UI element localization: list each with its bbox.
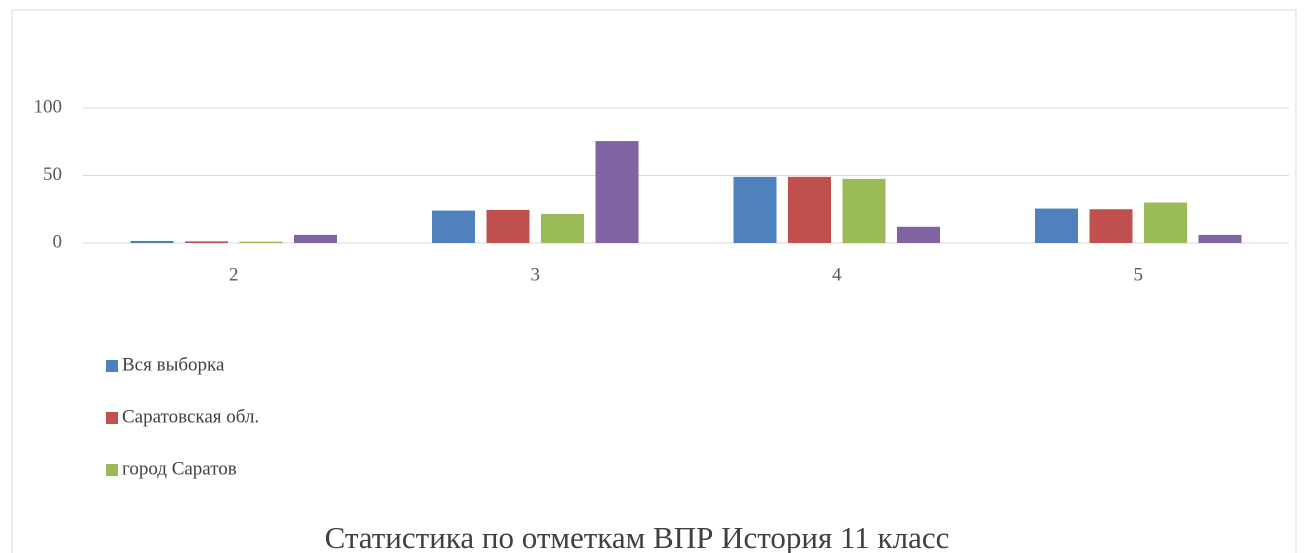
bar [486, 209, 530, 243]
bar [595, 141, 639, 243]
bar [185, 241, 228, 243]
bar [842, 178, 886, 243]
legend-swatch [106, 360, 118, 372]
bar [897, 226, 940, 243]
bar [294, 234, 337, 243]
bar [432, 210, 475, 243]
bar [1035, 208, 1078, 243]
x-tick-label: 4 [832, 264, 842, 285]
bar [1089, 209, 1133, 243]
legend-swatch [106, 412, 118, 424]
x-tick-label: 5 [1134, 264, 1144, 285]
legend-label: Саратовская обл. [122, 406, 259, 427]
bar [1144, 202, 1187, 243]
x-tick-label: 2 [229, 264, 239, 285]
bar [130, 240, 174, 243]
bar [1198, 234, 1242, 243]
x-tick-label: 3 [531, 264, 541, 285]
bar [788, 176, 831, 243]
legend-label: Вся выборка [122, 354, 225, 375]
y-tick-label: 50 [43, 164, 62, 185]
chart-title: Статистика по отметкам ВПР История 11 кл… [325, 520, 950, 553]
chart-border [11, 9, 1297, 553]
bar [541, 213, 584, 243]
legend-label: город Саратов [122, 458, 237, 479]
y-tick-label: 100 [34, 96, 63, 117]
bar [239, 241, 283, 243]
legend-swatch [106, 464, 118, 476]
y-tick-label: 0 [53, 231, 63, 252]
bar [733, 176, 777, 243]
